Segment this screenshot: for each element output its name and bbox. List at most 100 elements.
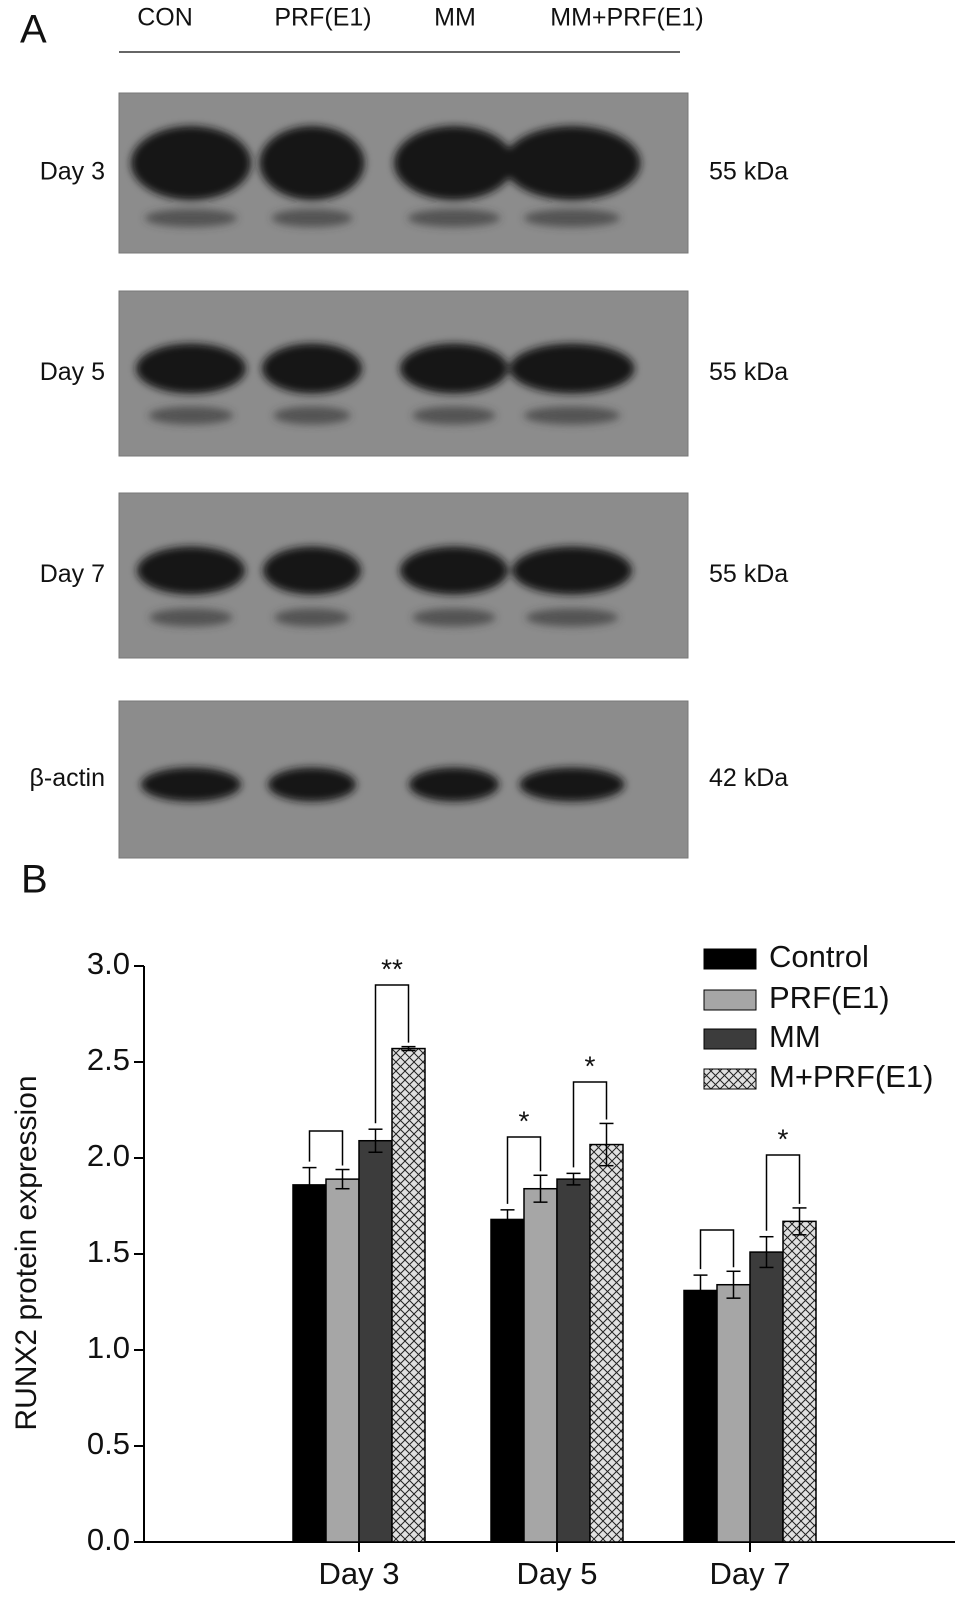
lane-label: CON — [137, 4, 193, 32]
y-axis-label: RUNX2 protein expression — [10, 1075, 43, 1430]
band — [394, 126, 514, 200]
error-bar — [401, 1045, 416, 1052]
error-bar — [693, 1274, 708, 1307]
y-tick-label: 0.5 — [87, 1426, 130, 1461]
legend-label: M+PRF(E1) — [769, 1059, 934, 1094]
kda-label: 55 kDa — [709, 358, 788, 386]
band-lower — [149, 608, 233, 627]
kda-label: 42 kDa — [709, 764, 788, 792]
band-lower — [523, 406, 621, 425]
band-lower — [273, 406, 351, 425]
band — [512, 546, 632, 595]
band — [409, 767, 499, 802]
legend-label: MM — [769, 1019, 821, 1054]
row-label: β-actin — [29, 764, 105, 792]
x-tick-label: Day 5 — [517, 1556, 598, 1591]
bar — [292, 1184, 327, 1543]
sig-bracket — [506, 1136, 542, 1204]
bar — [391, 1047, 426, 1543]
band — [262, 343, 362, 394]
band — [141, 767, 241, 802]
band — [268, 767, 356, 802]
row-label: Day 7 — [40, 560, 105, 588]
band — [131, 126, 251, 200]
bar — [490, 1218, 525, 1543]
error-bar — [302, 1166, 317, 1203]
legend-swatch — [703, 989, 757, 1011]
legend-swatch — [703, 1028, 757, 1050]
blot-bands — [137, 546, 632, 627]
band-lower — [271, 209, 353, 227]
bar — [749, 1251, 784, 1543]
bar — [556, 1178, 591, 1543]
band-lower — [412, 406, 496, 425]
y-tick-label: 1.0 — [87, 1330, 130, 1365]
error-bar — [759, 1235, 774, 1269]
y-tick-label: 3.0 — [87, 946, 130, 981]
sig-bracket — [765, 1154, 801, 1231]
bar — [523, 1187, 558, 1543]
row-label: Day 3 — [40, 158, 105, 186]
blot-bands — [141, 767, 625, 802]
kda-label: 55 kDa — [709, 560, 788, 588]
sig-bracket — [308, 1130, 344, 1166]
band — [263, 546, 361, 595]
sig-bracket — [572, 1081, 608, 1168]
y-tick-label: 2.0 — [87, 1138, 130, 1173]
error-bar — [533, 1174, 548, 1203]
legend-swatch — [703, 1068, 757, 1090]
band — [400, 343, 508, 394]
sig-bracket — [374, 984, 410, 1124]
sig-bracket — [699, 1229, 735, 1270]
panel-label: A — [20, 8, 47, 52]
kda-label: 55 kDa — [709, 158, 788, 186]
error-bar — [566, 1172, 581, 1186]
error-bar — [792, 1207, 807, 1236]
sig-label: * — [585, 1050, 596, 1081]
band — [136, 343, 246, 394]
band — [509, 343, 635, 394]
lane-label: MM — [434, 4, 476, 32]
row-label: Day 5 — [40, 358, 105, 386]
legend-label: PRF(E1) — [769, 980, 890, 1015]
error-bar — [368, 1128, 383, 1153]
band-lower — [274, 608, 350, 627]
x-tick-label: Day 7 — [710, 1556, 791, 1591]
band — [400, 546, 508, 595]
sig-label: * — [778, 1123, 789, 1154]
y-tick-label: 1.5 — [87, 1234, 130, 1269]
lane-label: PRF(E1) — [274, 4, 371, 32]
legend-label: Control — [769, 939, 869, 974]
band — [503, 126, 641, 200]
x-tick-label: Day 3 — [319, 1556, 400, 1591]
y-tick-label: 2.5 — [87, 1042, 130, 1077]
bar — [782, 1220, 817, 1543]
band — [137, 546, 245, 595]
band-lower — [412, 608, 496, 627]
band-lower — [523, 209, 621, 227]
lane-label: MM+PRF(E1) — [550, 4, 703, 32]
band-lower — [407, 209, 501, 227]
error-bar — [599, 1122, 614, 1167]
y-tick-label: 0.0 — [87, 1522, 130, 1557]
bar — [683, 1289, 718, 1543]
bar — [358, 1139, 393, 1543]
band-lower — [148, 406, 234, 425]
bar — [325, 1178, 360, 1543]
band-lower — [525, 608, 619, 627]
band-lower — [144, 209, 238, 227]
sig-label: ** — [381, 953, 403, 984]
bar — [716, 1283, 751, 1543]
blot-bands — [131, 126, 641, 227]
error-bar — [726, 1270, 741, 1299]
band — [259, 126, 365, 200]
blot-bands — [136, 343, 635, 425]
bar — [589, 1143, 624, 1543]
error-bar — [500, 1209, 515, 1230]
panel-label: B — [21, 858, 48, 902]
sig-label: * — [519, 1105, 530, 1136]
band — [519, 767, 625, 802]
legend-swatch — [703, 948, 757, 970]
error-bar — [335, 1168, 350, 1190]
